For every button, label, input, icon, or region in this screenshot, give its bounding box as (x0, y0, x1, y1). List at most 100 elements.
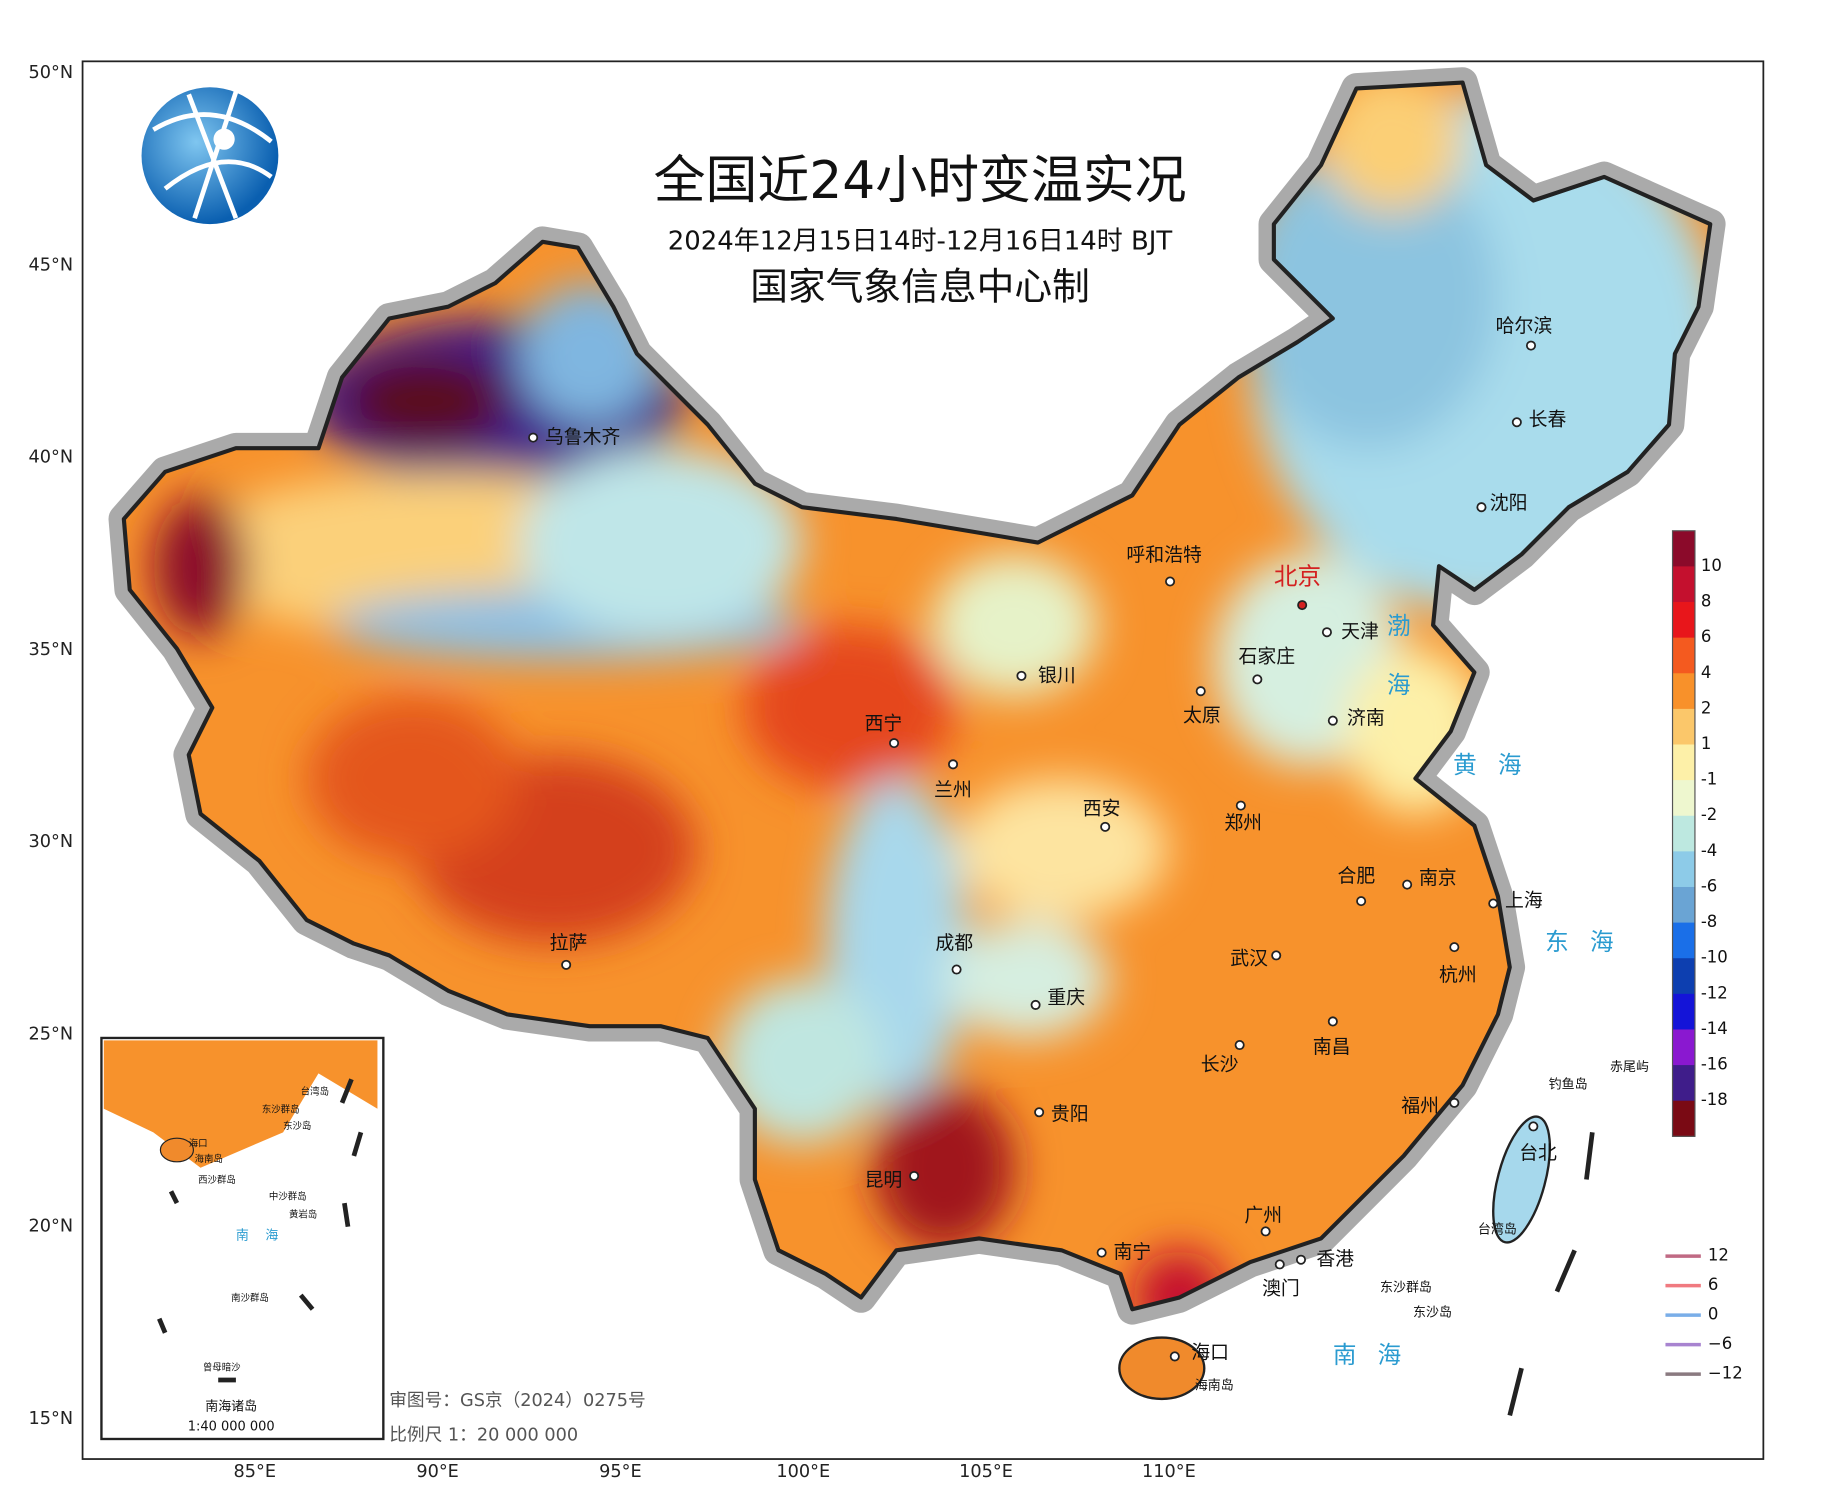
city-dot (1327, 1016, 1338, 1027)
city-label: 西宁 (865, 713, 903, 735)
legend-swatch (1672, 744, 1695, 781)
longitude-label: 110°E (1142, 1462, 1196, 1482)
latitude-label: 50°N (29, 63, 74, 83)
legend-swatch (1672, 851, 1695, 888)
producer: 国家气象信息中心制 (750, 264, 1090, 308)
map-root: 全国近24小时变温实况 2024年12月15日14时-12月16日14时 BJT… (29, 60, 1765, 1482)
city-label: 长沙 (1201, 1054, 1239, 1076)
legend-swatch (1672, 673, 1695, 710)
city-label: 南宁 (1113, 1241, 1151, 1263)
city-dot (1528, 1121, 1539, 1132)
city-label: 沈阳 (1490, 492, 1528, 514)
inset-label: 东沙群岛 (262, 1103, 300, 1115)
city-label: 成都 (935, 932, 973, 954)
city-dot (1274, 1259, 1285, 1270)
legend-swatch (1672, 566, 1695, 603)
legend-swatch (1672, 993, 1695, 1031)
inset-label: 东沙岛 (283, 1120, 311, 1132)
sea-label: 渤海 (1383, 613, 1411, 731)
latitude-label: 25°N (29, 1024, 74, 1044)
city-dot (1100, 821, 1111, 832)
city-dot (1511, 417, 1522, 428)
city-label: 拉萨 (550, 932, 588, 954)
inset-label: 台湾岛 (301, 1086, 329, 1098)
city-dot (528, 432, 539, 443)
legend-swatch (1672, 1029, 1695, 1066)
city-label: 香港 (1316, 1248, 1354, 1270)
city-label: 南昌 (1313, 1036, 1351, 1058)
city-label: 北京 (1274, 562, 1321, 590)
nine-dash-line (1507, 1132, 1595, 1416)
island-label: 海南岛 (1195, 1377, 1234, 1393)
contour-label: 12 (1708, 1246, 1729, 1265)
city-dot (1271, 950, 1282, 961)
city-label: 上海 (1505, 890, 1543, 912)
legend-label: -14 (1701, 1019, 1728, 1038)
city-label: 天津 (1341, 621, 1379, 643)
sea-label: 南海 (1333, 1341, 1423, 1369)
legend-swatch (1672, 708, 1695, 746)
legend-label: -12 (1701, 983, 1728, 1002)
legend-swatch (1672, 780, 1695, 817)
longitude-label: 85°E (234, 1462, 277, 1482)
city-dot (1449, 942, 1460, 953)
longitude-label: 90°E (416, 1462, 459, 1482)
city-dot (561, 959, 572, 970)
city-dot (1195, 686, 1206, 697)
inset-hainan (159, 1137, 195, 1163)
legend-label: 6 (1701, 627, 1712, 646)
sea-label: 黄海 (1453, 751, 1543, 779)
inset-label: 黄岩岛 (289, 1208, 317, 1220)
legend-label: -18 (1701, 1090, 1728, 1109)
city-label: 太原 (1183, 704, 1221, 726)
inset-scale: 1:40 000 000 (188, 1420, 275, 1435)
latitude-label: 40°N (29, 448, 74, 468)
city-label: 长春 (1529, 408, 1567, 430)
city-label: 石家庄 (1238, 645, 1295, 667)
inset-label: 南沙群岛 (231, 1292, 269, 1304)
map-title: 全国近24小时变温实况 (654, 151, 1187, 211)
longitude-label: 105°E (959, 1462, 1013, 1482)
city-dot (889, 738, 900, 749)
city-label: 澳门 (1262, 1278, 1300, 1300)
city-label: 乌鲁木齐 (545, 426, 621, 448)
inset-label: 西沙群岛 (198, 1174, 236, 1186)
latitude-label: 35°N (29, 640, 74, 660)
city-label: 台北 (1519, 1142, 1557, 1164)
legend-label: 2 (1701, 698, 1712, 717)
city-dot (1295, 1254, 1307, 1265)
legend-swatch (1672, 1100, 1695, 1137)
city-label: 合肥 (1338, 865, 1376, 887)
legend-swatch (1672, 602, 1695, 639)
city-dot (1525, 340, 1537, 351)
city-label: 海口 (1191, 1341, 1229, 1363)
city-dot (948, 759, 959, 770)
legend-label: 4 (1701, 663, 1712, 682)
inset-label: 南海 (236, 1228, 295, 1244)
latitude-label: 15°N (29, 1409, 74, 1429)
longitude-label: 95°E (599, 1462, 642, 1482)
legend-swatch (1672, 815, 1695, 852)
city-dot (1169, 1351, 1180, 1362)
contour-label: −6 (1708, 1334, 1732, 1353)
city-dot (1297, 600, 1308, 611)
review-number: 审图号：GS京（2024）0275号 (389, 1390, 645, 1411)
city-dot (1252, 674, 1263, 685)
legend-frame (1671, 530, 1696, 1137)
city-dot (951, 964, 962, 975)
city-label: 呼和浩特 (1126, 544, 1202, 566)
city-dot (1321, 627, 1332, 638)
city-dot (1034, 1107, 1045, 1118)
latitude-label: 30°N (29, 832, 74, 852)
contour-label: 0 (1708, 1305, 1719, 1324)
city-dot (1476, 502, 1487, 513)
city-label: 重庆 (1047, 986, 1085, 1008)
labels: 50°N 45°N 40°N 35°N 30°N 25°N 20°N 15°N 85°E 90°E… (29, 63, 1743, 1482)
legend-label: -2 (1701, 805, 1717, 824)
map-scale: 比例尺 1：20 000 000 (389, 1424, 578, 1445)
city-label: 哈尔滨 (1496, 315, 1553, 337)
legend-label: 8 (1701, 592, 1712, 611)
city-dot (1260, 1226, 1271, 1237)
city-label: 昆明 (865, 1169, 903, 1191)
inset-label: 曾母暗沙 (203, 1362, 241, 1374)
